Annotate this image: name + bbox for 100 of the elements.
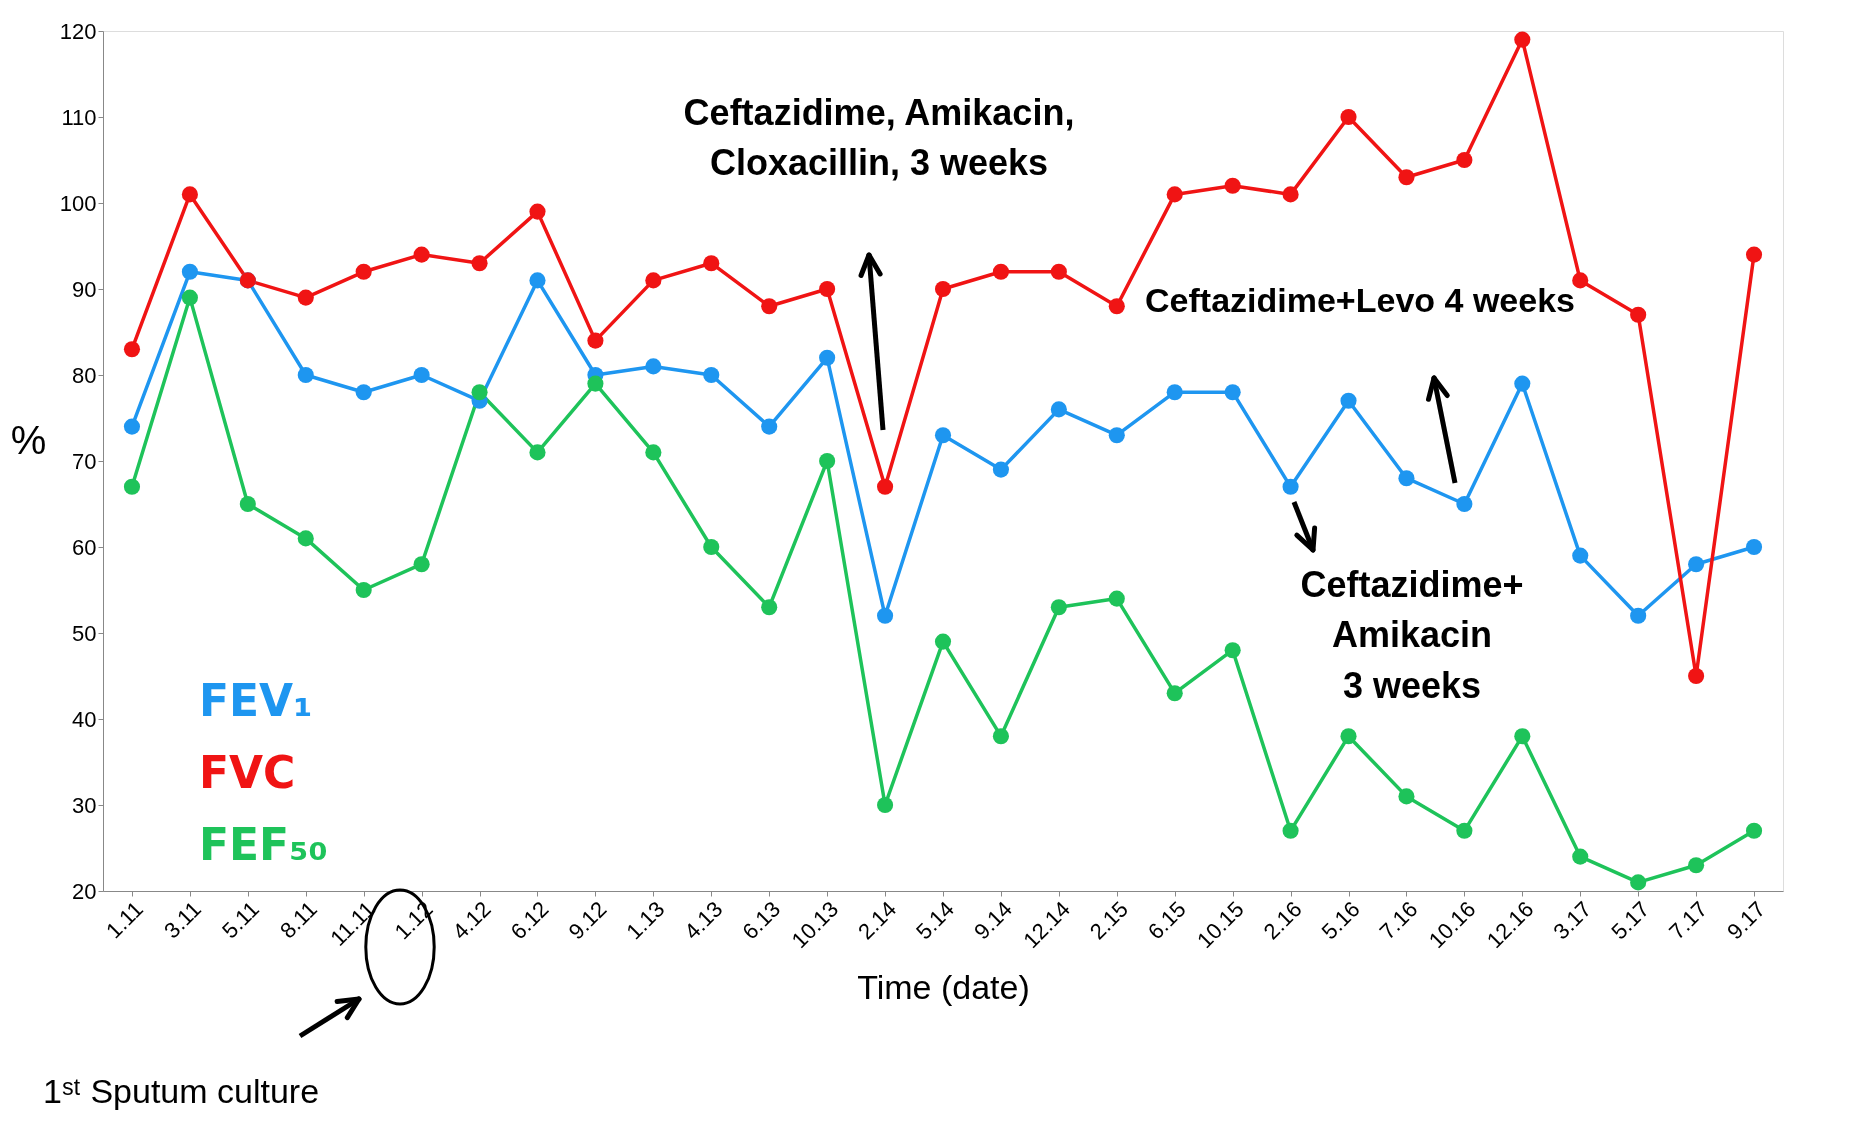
point	[1514, 728, 1531, 745]
point	[1688, 857, 1705, 874]
point	[413, 246, 430, 263]
point	[123, 478, 141, 495]
point	[934, 280, 952, 298]
x-tick-label: 9.14	[969, 896, 1017, 945]
point	[1340, 108, 1357, 126]
point	[703, 366, 720, 384]
point	[1224, 642, 1241, 659]
point	[1050, 263, 1067, 280]
x-tick-label: 6.15	[1142, 896, 1191, 945]
y-tick-label: 50	[72, 620, 97, 646]
y-tick-label: 100	[59, 190, 97, 216]
x-tick-label: 4.12	[447, 896, 496, 945]
y-tick-label: 110	[61, 104, 97, 130]
point	[992, 263, 1009, 280]
point	[703, 538, 720, 556]
point	[355, 263, 372, 280]
x-tick-label: 5.16	[1316, 896, 1365, 945]
point	[297, 530, 314, 547]
point	[1745, 822, 1763, 839]
point	[1398, 788, 1415, 805]
point	[1630, 607, 1647, 624]
point	[1108, 590, 1125, 607]
point	[471, 255, 488, 272]
point	[1572, 272, 1589, 289]
point	[819, 349, 836, 366]
point	[761, 599, 778, 616]
point	[877, 796, 894, 814]
point	[1282, 822, 1299, 839]
point	[1108, 427, 1125, 444]
point	[1224, 384, 1241, 401]
point	[761, 418, 778, 435]
point	[181, 289, 198, 306]
point	[1688, 667, 1705, 685]
y-tick-label: 120	[59, 18, 97, 44]
point	[1398, 169, 1415, 186]
point	[1282, 478, 1299, 495]
point	[1630, 874, 1647, 891]
y-tick-label: 30	[72, 792, 97, 818]
point	[1050, 599, 1067, 616]
point	[934, 427, 952, 444]
point	[992, 461, 1009, 478]
point	[934, 633, 952, 650]
x-tick-label: 9.12	[563, 896, 612, 945]
point	[529, 203, 546, 220]
point	[645, 358, 662, 375]
x-tick-label: 7.16	[1374, 896, 1423, 945]
point	[645, 444, 662, 461]
annotation: Ceftazidime+ Amikacin 3 weeks	[1300, 564, 1524, 706]
point	[1630, 306, 1647, 323]
point	[761, 298, 778, 315]
point	[529, 444, 546, 461]
point	[1572, 848, 1589, 865]
point	[529, 272, 546, 289]
point	[297, 289, 314, 306]
point	[1514, 375, 1531, 392]
point	[1745, 538, 1763, 556]
point	[123, 341, 141, 358]
point	[819, 280, 836, 298]
y-tick-label: 90	[72, 276, 97, 302]
point	[1166, 384, 1183, 401]
point	[1340, 728, 1357, 745]
x-tick-label: 3.11	[159, 896, 206, 944]
point	[1456, 151, 1473, 169]
x-tick-label: 4.13	[679, 896, 728, 945]
point	[1108, 298, 1125, 315]
y-tick-label: 20	[72, 878, 97, 904]
point	[181, 263, 198, 280]
point	[1282, 186, 1299, 203]
point	[239, 495, 256, 513]
point	[1688, 556, 1705, 573]
point	[181, 186, 198, 203]
x-tick-label: 1.11	[101, 896, 149, 944]
point	[1166, 685, 1183, 702]
text: 1ˢᵗ Sputum culture	[43, 1072, 320, 1110]
point	[1514, 31, 1531, 48]
point	[355, 384, 372, 401]
point	[587, 332, 604, 349]
y-tick-label: 70	[72, 448, 97, 474]
x-axis-title: Time (date)	[857, 968, 1030, 1007]
point	[1572, 547, 1589, 564]
y-tick-label: 60	[72, 534, 97, 560]
x-tick-label: 8.11	[275, 896, 322, 944]
x-tick-label: 5.14	[911, 896, 960, 945]
point	[1224, 177, 1241, 194]
point	[1340, 392, 1357, 409]
point	[355, 581, 372, 599]
text: FVC	[199, 747, 296, 798]
point	[1456, 495, 1473, 513]
x-tick-label: 5.11	[217, 896, 264, 944]
y-tick-label: 80	[72, 362, 97, 388]
point	[703, 255, 720, 272]
point	[1456, 822, 1473, 839]
point	[587, 375, 604, 392]
point	[297, 366, 314, 384]
point	[1050, 401, 1067, 418]
point	[1398, 470, 1415, 487]
point	[877, 607, 894, 624]
point	[413, 366, 430, 384]
